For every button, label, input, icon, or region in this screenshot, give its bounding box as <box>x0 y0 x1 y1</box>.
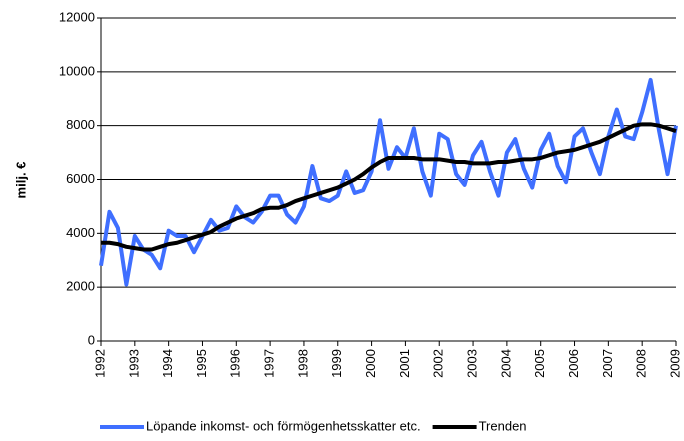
series-line <box>101 122 677 252</box>
y-axis-label: milj. € <box>13 162 28 199</box>
y-tick-label: 6000 <box>66 171 95 186</box>
x-tick-label: 1992 <box>92 349 107 378</box>
x-tick-label: 2000 <box>363 349 378 378</box>
x-tick-label: 2005 <box>532 349 547 378</box>
y-tick-label: 10000 <box>59 63 95 78</box>
x-tick-label: 2002 <box>431 349 446 378</box>
y-tick-label: 8000 <box>66 117 95 132</box>
x-tick-label: 1993 <box>126 349 141 378</box>
x-tick-label: 2001 <box>397 349 412 378</box>
x-tick-label: 2008 <box>634 349 649 378</box>
x-tick-label: 2006 <box>566 349 581 378</box>
x-tick-label: 2007 <box>600 349 615 378</box>
series-line <box>99 77 678 287</box>
x-tick-label: 2004 <box>498 349 513 378</box>
legend-label: Löpande inkomst- och förmögenhetsskatter… <box>146 418 421 433</box>
legend-label: Trenden <box>479 418 527 433</box>
y-tick-label: 12000 <box>59 9 95 24</box>
x-tick-label: 2009 <box>667 349 682 378</box>
x-tick-label: 1999 <box>329 349 344 378</box>
x-tick-label: 1997 <box>262 349 277 378</box>
y-tick-label: 4000 <box>66 225 95 240</box>
x-tick-label: 2003 <box>464 349 479 378</box>
y-tick-label: 0 <box>88 332 95 347</box>
x-tick-label: 1996 <box>228 349 243 378</box>
x-tick-label: 1995 <box>194 349 209 378</box>
x-tick-label: 1994 <box>160 349 175 378</box>
x-tick-label: 1998 <box>295 349 310 378</box>
y-tick-label: 2000 <box>66 279 95 294</box>
